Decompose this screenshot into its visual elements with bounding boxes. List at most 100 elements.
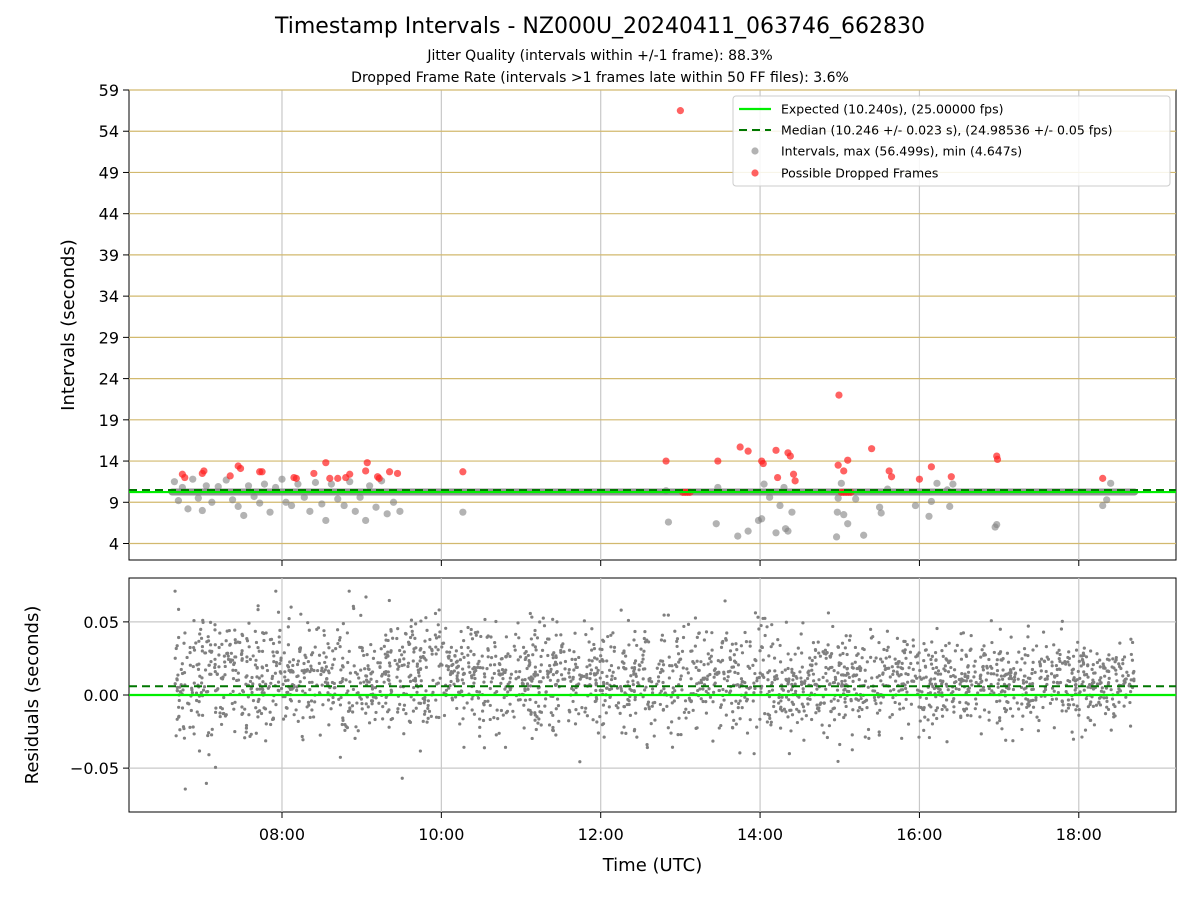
residual-point [455, 674, 459, 678]
residual-point [686, 671, 690, 675]
residual-point [767, 713, 772, 717]
residual-point [786, 666, 790, 671]
residual-point [310, 708, 314, 712]
residual-point [881, 671, 885, 675]
residual-point [533, 645, 537, 649]
residuals-ytick-label: −0.05 [70, 759, 119, 778]
residual-point [861, 700, 865, 705]
residual-point [768, 716, 772, 720]
residual-point [557, 719, 561, 723]
residual-point [362, 680, 366, 684]
residual-point [832, 718, 837, 722]
residual-point [204, 690, 209, 694]
residual-point [359, 613, 363, 617]
residual-point [388, 682, 392, 686]
residual-point [503, 670, 507, 675]
intervals-y-axis-label: Intervals (seconds) [58, 239, 79, 411]
residual-point [365, 653, 369, 657]
residual-point [414, 646, 418, 650]
residual-point [911, 667, 915, 671]
residual-point [559, 673, 564, 677]
residual-point [1130, 640, 1135, 645]
residual-point [962, 709, 967, 713]
residual-point [341, 665, 345, 669]
interval-point [766, 493, 774, 501]
residual-point [969, 714, 973, 718]
residual-point [948, 659, 952, 663]
residual-point [396, 667, 400, 671]
residual-point [538, 620, 542, 624]
residual-point [642, 649, 646, 653]
residual-point [462, 655, 466, 659]
residual-point [879, 657, 883, 661]
residual-point [973, 707, 977, 711]
residual-point [1098, 658, 1102, 662]
residual-point [1041, 630, 1046, 634]
residual-point [447, 686, 451, 690]
residual-point [417, 670, 421, 675]
residual-point [198, 632, 202, 636]
residual-point [501, 677, 505, 681]
residual-point [410, 633, 415, 637]
residual-point [1056, 691, 1060, 695]
residual-point [995, 662, 999, 666]
residual-point [807, 673, 811, 677]
interval-point [758, 515, 766, 523]
residual-point [517, 636, 521, 640]
interval-point [875, 503, 884, 511]
residual-point [456, 671, 460, 675]
residual-point [199, 681, 204, 685]
residual-point [287, 617, 291, 621]
residual-point [426, 706, 430, 711]
residual-point [681, 635, 686, 640]
interval-point [776, 501, 784, 510]
residual-point [982, 644, 986, 648]
residual-point [786, 689, 791, 693]
residual-point [191, 664, 195, 669]
residual-point [1059, 627, 1064, 631]
residual-point [706, 674, 710, 678]
residual-point [262, 638, 266, 643]
residual-point [306, 659, 310, 664]
residual-point [341, 677, 345, 681]
residual-point [1109, 728, 1113, 732]
residual-point [840, 682, 844, 686]
residual-point [1002, 682, 1007, 686]
residual-point [879, 679, 883, 683]
residual-point [854, 697, 858, 701]
residual-point [426, 716, 430, 720]
residual-point [274, 664, 279, 668]
residual-point [180, 671, 185, 676]
residual-point [1129, 652, 1133, 657]
residual-point [436, 623, 440, 627]
residual-point [249, 686, 254, 690]
residual-point [384, 633, 388, 637]
residual-point [670, 664, 674, 668]
dropped-frame-point [181, 473, 189, 482]
residual-point [945, 658, 949, 662]
residual-point [462, 745, 466, 749]
residual-point [1091, 663, 1095, 667]
residual-point [863, 679, 868, 683]
residual-point [197, 639, 201, 643]
residual-point [973, 670, 977, 674]
residual-point [509, 672, 514, 676]
residual-point [603, 699, 607, 703]
residual-point [1070, 671, 1074, 675]
residual-point [563, 659, 568, 664]
residual-point [600, 689, 604, 693]
residual-point [806, 670, 810, 675]
residual-point [740, 706, 744, 710]
residual-point [1129, 678, 1133, 682]
residual-point [870, 676, 874, 680]
residual-point [844, 704, 848, 709]
residual-point [323, 668, 327, 672]
residual-point [992, 691, 996, 695]
residual-point [850, 748, 854, 752]
residual-point [659, 689, 663, 693]
residual-point [661, 680, 665, 685]
residual-point [313, 645, 317, 649]
residual-point [306, 621, 310, 625]
residual-point [763, 712, 767, 716]
residual-point [875, 711, 880, 715]
